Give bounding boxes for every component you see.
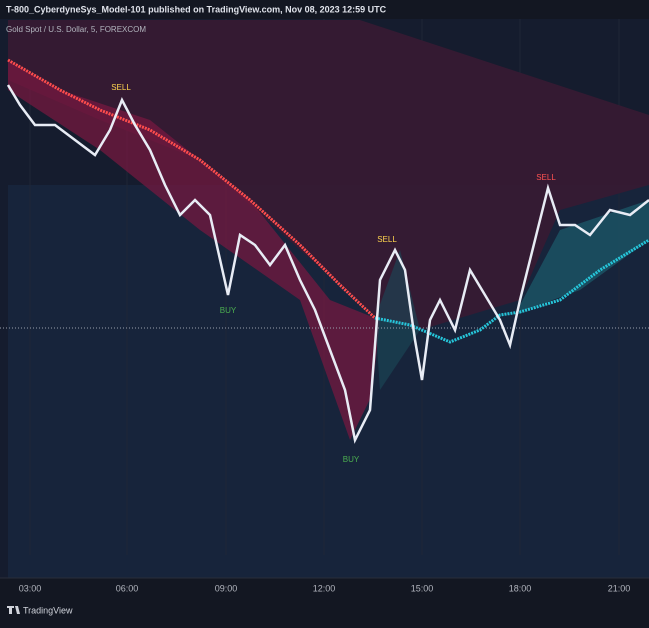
header-title: T-800_CyberdyneSys_Model-101 published o… [6, 4, 387, 14]
bear-cloud [8, 60, 380, 440]
price-path [6, 84, 649, 444]
time-label: 06:00 [116, 583, 139, 593]
bull-cloud-2 [375, 250, 420, 390]
time-label: 03:00 [19, 583, 42, 593]
footer [0, 600, 649, 623]
signal-label: BUY [220, 306, 237, 315]
ma-bull [374, 238, 649, 344]
signal-label: SELL [111, 83, 131, 92]
time-label: 12:00 [313, 583, 336, 593]
signal-label: BUY [343, 455, 360, 464]
time-axis: 03:00 06:00 09:00 12:00 15:00 18:00 21:0… [19, 583, 631, 593]
time-label: 15:00 [411, 583, 434, 593]
upper-band [8, 20, 649, 330]
signal-label: SELL [536, 173, 556, 182]
footer-logo [7, 606, 20, 614]
ma-bear [7, 58, 377, 320]
signals: SELL SELL SELL BUY BUY [111, 83, 556, 464]
time-label: 21:00 [608, 583, 631, 593]
time-label: 09:00 [215, 583, 238, 593]
time-label: 18:00 [509, 583, 532, 593]
signal-label: SELL [377, 235, 397, 244]
bull-cloud [520, 200, 649, 312]
footer-brand[interactable]: TradingView [23, 605, 73, 615]
chart-legend: Gold Spot / U.S. Dollar, 5, FOREXCOM [6, 25, 146, 34]
